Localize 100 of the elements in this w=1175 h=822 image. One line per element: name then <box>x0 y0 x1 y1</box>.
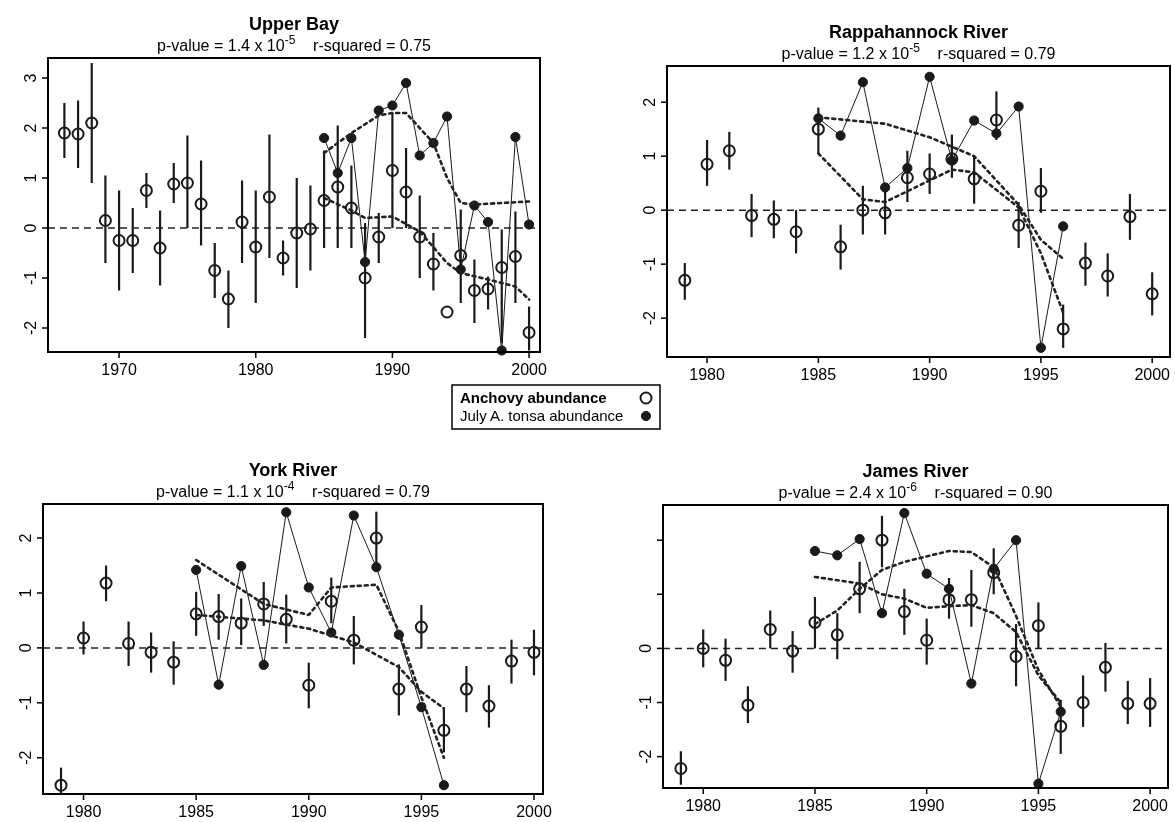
point <box>991 128 1002 139</box>
point <box>441 111 453 122</box>
point <box>481 282 495 296</box>
y-tick-label: -2 <box>17 750 34 765</box>
point <box>1035 342 1047 353</box>
point <box>678 273 692 287</box>
point <box>1058 221 1069 232</box>
point <box>964 593 978 607</box>
point <box>700 157 714 171</box>
point <box>987 566 1001 580</box>
point <box>1145 287 1159 301</box>
point <box>741 698 755 712</box>
point <box>191 564 202 575</box>
point <box>880 182 891 193</box>
point <box>920 633 934 647</box>
point <box>1009 650 1023 663</box>
point <box>344 201 358 215</box>
point <box>331 180 345 194</box>
point <box>857 77 868 88</box>
point <box>459 682 473 696</box>
point <box>454 249 468 262</box>
point <box>942 593 956 607</box>
y-tick-label: -1 <box>17 695 34 710</box>
point <box>139 184 153 197</box>
point <box>212 610 226 624</box>
point <box>967 172 981 186</box>
point <box>467 284 481 297</box>
point <box>1078 256 1092 270</box>
point <box>527 645 541 659</box>
point <box>440 305 454 319</box>
point <box>969 115 980 126</box>
point <box>921 568 932 579</box>
point <box>71 127 85 141</box>
point <box>235 215 249 229</box>
legend-label: Anchovy abundance <box>460 389 607 406</box>
text: p-value = 1.4 x 10$^{-5}$ r-squared = 0.75 <box>157 33 431 54</box>
chart-title: Rappahannock River <box>828 22 1009 42</box>
point <box>167 177 181 191</box>
x-tick-label: 1980 <box>65 803 102 820</box>
x-tick-label: 2000 <box>511 361 547 378</box>
point <box>194 197 208 211</box>
point <box>302 678 316 692</box>
point <box>122 637 136 650</box>
point <box>943 583 955 594</box>
point <box>523 219 535 230</box>
point <box>1012 218 1026 232</box>
point <box>834 240 848 254</box>
point <box>745 209 759 223</box>
point <box>387 100 398 111</box>
point <box>57 126 71 140</box>
y-tick-label: 0 <box>641 205 658 215</box>
y-tick-label: 0 <box>637 643 654 653</box>
point <box>332 167 343 179</box>
point <box>876 608 888 619</box>
y-tick-label: 2 <box>22 123 39 133</box>
y-tick-label: -1 <box>22 270 39 286</box>
point <box>189 607 203 621</box>
x-tick-label: 1980 <box>685 797 722 814</box>
x-tick-label: 1985 <box>800 366 837 383</box>
point <box>414 150 425 161</box>
x-tick-label: 1970 <box>101 361 137 378</box>
point <box>510 131 521 143</box>
point <box>77 631 91 645</box>
point <box>371 562 382 573</box>
x-tick-label: 1990 <box>911 366 948 383</box>
point <box>1054 719 1068 733</box>
point <box>413 230 427 244</box>
point <box>722 144 736 158</box>
y-tick-label: 2 <box>17 533 34 543</box>
point <box>373 105 384 116</box>
x-tick-label: 1980 <box>237 361 274 378</box>
point <box>257 597 271 611</box>
point <box>144 645 158 659</box>
point <box>674 762 688 776</box>
point <box>719 653 733 667</box>
point <box>317 194 331 207</box>
point <box>854 534 865 545</box>
point <box>1098 660 1112 674</box>
point <box>180 176 194 190</box>
point <box>281 507 292 518</box>
point <box>696 641 710 655</box>
text: p-value = 2.4 x 10$^{-6}$ r-squared = 0.90 <box>778 480 1053 501</box>
point <box>789 225 803 239</box>
point <box>830 628 844 642</box>
point <box>99 576 113 590</box>
point <box>279 612 293 626</box>
chart-title: York River <box>248 460 338 480</box>
point <box>832 550 843 561</box>
y-tick-label: -1 <box>637 695 654 710</box>
point <box>835 130 846 141</box>
point <box>809 545 821 557</box>
point <box>213 679 224 690</box>
point <box>347 633 361 647</box>
point <box>262 190 276 204</box>
y-tick-label: 3 <box>22 73 39 83</box>
point <box>437 723 451 737</box>
point <box>438 780 449 791</box>
point <box>369 531 383 545</box>
point <box>358 271 372 285</box>
point <box>303 222 317 236</box>
